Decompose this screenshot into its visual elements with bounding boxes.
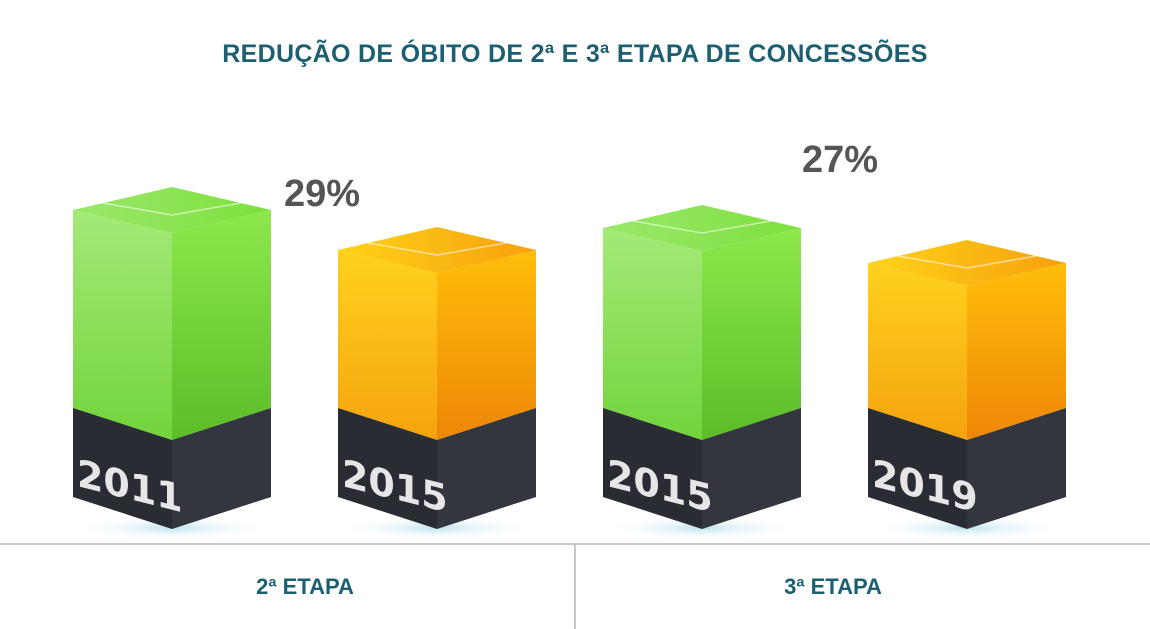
- bar-base-right: [967, 408, 1066, 529]
- bar-base-right: [437, 408, 536, 529]
- bar-before-2011-top-face: [73, 187, 271, 233]
- bar-base-right: [172, 408, 271, 529]
- bar-after-2019-right-face: [967, 263, 1066, 440]
- bar-after-2015-left-face: [338, 250, 437, 440]
- group-label-3a-etapa: 3ª ETAPA: [784, 574, 882, 599]
- divider-vertical: [574, 544, 576, 629]
- bar-base-left: [868, 408, 967, 529]
- bar-base-left: [338, 408, 437, 529]
- bar-before-2011-left-face: [73, 210, 172, 440]
- bar-after-2019-top-face: [868, 240, 1066, 286]
- bar-top-highlight: [102, 202, 242, 216]
- chart-title: REDUÇÃO DE ÓBITO DE 2ª E 3ª ETAPA DE CON…: [222, 40, 928, 68]
- reduction-label-2a-etapa: 29%: [284, 173, 360, 215]
- bar-before-2015-right-face: [702, 228, 801, 440]
- reduction-label-3a-etapa: 27%: [802, 139, 878, 181]
- bar-before-2011-right-face: [172, 210, 271, 440]
- bar-after-2015-right-face: [437, 250, 536, 440]
- bar-before-2015-left-face: [603, 228, 702, 440]
- bar-after-2015-top-face: [338, 227, 536, 273]
- bar-top-highlight: [367, 242, 507, 256]
- group-label-2a-etapa: 2ª ETAPA: [256, 574, 354, 599]
- bar-before-2015-top-face: [603, 205, 801, 251]
- bar-base-left: [73, 408, 172, 529]
- bar-top-highlight: [632, 220, 772, 234]
- bar-after-2019-left-face: [868, 263, 967, 440]
- bar-top-highlight: [897, 255, 1037, 269]
- bar-base-left: [603, 408, 702, 529]
- bar-base-right: [702, 408, 801, 529]
